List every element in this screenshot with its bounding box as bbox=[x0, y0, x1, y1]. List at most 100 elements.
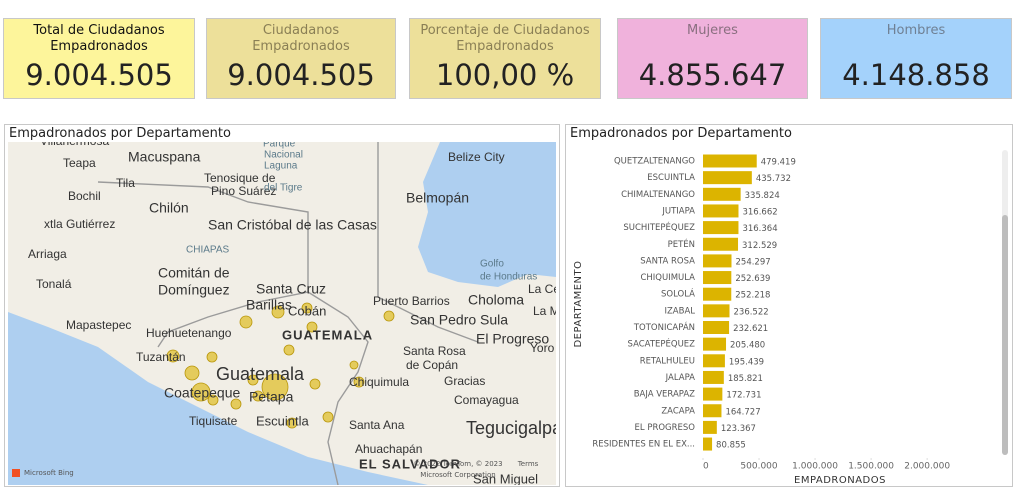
place-label: CHIAPAS bbox=[186, 245, 229, 256]
card-label: Mujeres bbox=[687, 23, 738, 38]
card-label: Hombres bbox=[886, 23, 946, 38]
place-label: Cobán bbox=[288, 303, 326, 318]
place-label: Huehuetenango bbox=[146, 326, 232, 340]
kpi-card: Ciudadanos Empadronados 9.004.505 bbox=[206, 18, 396, 99]
map-title: Empadronados por Departamento bbox=[9, 126, 231, 141]
place-label: Domínguez bbox=[158, 282, 230, 298]
place-label: Comayagua bbox=[454, 393, 519, 407]
place-label: San Pedro Sula bbox=[410, 312, 508, 328]
kpi-card: Mujeres 4.855.647 bbox=[617, 18, 808, 99]
map-bubble bbox=[286, 417, 298, 429]
kpi-card: Porcentaje de Ciudadanos Empadronados 100… bbox=[409, 18, 601, 99]
map-bubble bbox=[247, 374, 259, 386]
place-label: Mapastepec bbox=[66, 318, 131, 332]
place-label: Barillas bbox=[246, 297, 292, 313]
place-label: Belmopán bbox=[406, 190, 469, 206]
bing-logo bbox=[12, 469, 20, 477]
place-label: Tegucigalpa bbox=[466, 418, 556, 438]
card-value: 4.855.647 bbox=[638, 58, 787, 92]
place-label: Teapa bbox=[63, 156, 96, 170]
place-label: Golfo bbox=[480, 259, 504, 270]
map-bubble bbox=[301, 302, 313, 314]
kpi-card: Hombres 4.148.858 bbox=[820, 18, 1012, 99]
place-label: Pino Suárez bbox=[211, 184, 276, 198]
map-bubble bbox=[322, 411, 334, 423]
place-label: San Cristóbal de las Casas bbox=[208, 217, 377, 233]
map-bubble bbox=[206, 351, 218, 363]
place-label: xtla Gutiérrez bbox=[44, 217, 115, 231]
place-label: de Honduras bbox=[480, 272, 537, 283]
place-label: La Ce bbox=[528, 282, 556, 296]
place-label: del Tigre bbox=[264, 183, 303, 194]
map-bubble bbox=[252, 390, 264, 402]
map-bubble bbox=[166, 349, 180, 363]
place-label: Tila bbox=[116, 176, 135, 190]
place-label: Arriaga bbox=[28, 247, 67, 261]
map-panel: Empadronados por Departamento Villahermo… bbox=[4, 124, 560, 487]
place-label: Tuzantán bbox=[136, 350, 186, 364]
map-attribution: Terms bbox=[517, 460, 539, 468]
border bbox=[377, 142, 479, 343]
map: Villahermosa Macuspana Teapa Tila Tenosique … bbox=[8, 142, 556, 485]
place-label: Santa Rosa bbox=[403, 344, 466, 358]
place-label: Ahuachapán bbox=[355, 442, 422, 456]
map-attribution: © 2022 TomTom, © 2023 bbox=[413, 460, 502, 468]
map-bubble bbox=[283, 344, 295, 356]
place-label: Belize City bbox=[448, 150, 505, 164]
map-bubble bbox=[306, 321, 318, 333]
place-label: Santa Cruz bbox=[256, 281, 326, 297]
place-label: Macuspana bbox=[128, 149, 201, 165]
map-bubble bbox=[230, 398, 242, 410]
pacific-ocean bbox=[8, 312, 428, 485]
place-label: Choloma bbox=[468, 292, 524, 308]
caribbean-sea bbox=[418, 142, 556, 287]
place-label: El Progreso bbox=[476, 331, 549, 347]
place-label: EL SALVADOR bbox=[359, 456, 461, 471]
chart-title: Empadronados por Departamento bbox=[570, 126, 792, 141]
place-label: Chilón bbox=[149, 200, 189, 216]
place-label: Yoro bbox=[530, 341, 555, 355]
map-bubble bbox=[383, 310, 395, 322]
place-label: GUATEMALA bbox=[282, 327, 373, 342]
place-label: de Copán bbox=[406, 358, 458, 372]
chart-panel: Empadronados por Departamento bbox=[565, 124, 1013, 487]
place-label: Tenosique de bbox=[204, 171, 276, 185]
card-value: 9.004.505 bbox=[25, 58, 173, 92]
border bbox=[307, 291, 369, 485]
place-label: Parque bbox=[263, 142, 296, 150]
map-bubble bbox=[191, 382, 211, 402]
place-label: Gracias bbox=[444, 374, 485, 388]
place-label: Petapa bbox=[249, 389, 294, 405]
place-label: Chiquimula bbox=[349, 375, 409, 389]
place-label: Laguna bbox=[264, 161, 298, 172]
card-label: Porcentaje de Ciudadanos Empadronados bbox=[420, 23, 590, 54]
place-label: Nacional bbox=[264, 150, 303, 161]
card-label: Ciudadanos Empadronados bbox=[252, 23, 350, 54]
place-label: Villahermosa bbox=[40, 142, 109, 148]
map-bubble bbox=[271, 305, 285, 319]
place-label: Puerto Barrios bbox=[373, 294, 450, 308]
map-bubble bbox=[184, 365, 200, 381]
place-label: Escuintla bbox=[256, 413, 310, 428]
place-label: Comitán de bbox=[158, 265, 230, 281]
place-label: Coatepeque bbox=[164, 385, 241, 401]
map-bubble bbox=[239, 315, 253, 329]
place-label: La M bbox=[533, 304, 556, 318]
card-label: Total de Ciudadanos Empadronados bbox=[33, 23, 165, 54]
kpi-card: Total de Ciudadanos Empadronados 9.004.50… bbox=[3, 18, 195, 99]
place-label: Santa Ana bbox=[349, 418, 405, 432]
place-label: Bochil bbox=[68, 189, 101, 203]
place-label: Tonalá bbox=[36, 277, 72, 291]
place-label: Guatemala bbox=[216, 364, 305, 384]
place-label: San Miguel bbox=[473, 471, 538, 485]
map-bubble bbox=[353, 376, 365, 388]
map-bubble bbox=[309, 378, 321, 390]
map-bubble bbox=[349, 360, 359, 370]
map-attribution: Microsoft Bing bbox=[24, 469, 74, 477]
map-bubble bbox=[261, 373, 289, 401]
card-value: 4.148.858 bbox=[842, 58, 990, 92]
place-label: Tiquisate bbox=[189, 414, 238, 428]
map-bubble bbox=[207, 394, 219, 406]
card-value: 100,00 % bbox=[435, 58, 575, 92]
